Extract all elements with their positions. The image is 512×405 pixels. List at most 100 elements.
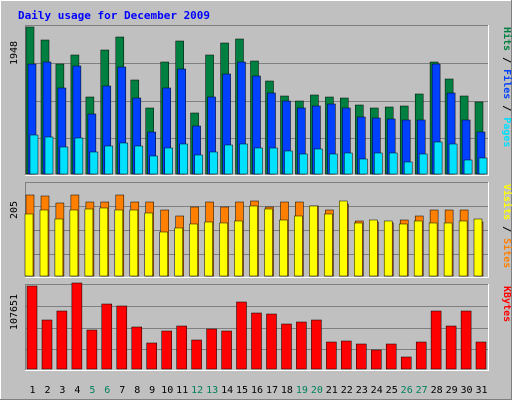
x-tick-label-10: 10 (161, 385, 173, 396)
bar-visits-23 (354, 222, 363, 277)
bar-pages-10 (164, 147, 173, 175)
x-tick-label-11: 11 (176, 385, 188, 396)
bar-visits-10 (159, 231, 168, 277)
bar-visits-25 (383, 220, 393, 277)
bar-pages-21 (329, 153, 338, 175)
bar-pages-23 (359, 158, 368, 175)
legend-item-hits: Hits (501, 27, 512, 51)
bar-pages-14 (224, 144, 233, 175)
bar-visits-9 (144, 212, 153, 277)
x-tick-label-30: 30 (460, 385, 472, 396)
x-tick-label-29: 29 (446, 385, 458, 396)
bar-kbytes-11 (176, 325, 187, 370)
bar-visits-7 (114, 209, 124, 277)
bar-visits-16 (249, 205, 258, 277)
y-max-label-bottom: 107651 (9, 294, 20, 330)
bar-pages-12 (194, 154, 203, 175)
x-tick-label-24: 24 (371, 385, 383, 396)
bar-kbytes-5 (86, 329, 98, 370)
bar-kbytes-27 (415, 341, 427, 370)
bar-kbytes-6 (101, 303, 113, 370)
bar-kbytes-17 (266, 313, 277, 370)
bar-pages-13 (209, 151, 218, 175)
y-max-label-middle: 205 (9, 201, 20, 219)
bar-pages-9 (149, 155, 158, 175)
bar-kbytes-3 (56, 310, 68, 370)
bar-pages-24 (374, 152, 383, 175)
legend-middle: Visits / Sites (501, 184, 512, 268)
bar-kbytes-10 (161, 330, 172, 370)
x-axis: 1 2 3 4 5 6 7 8 9 10 11 12 13 14 15 16 17 18 19 20 21 22 23 24 2… (29, 385, 487, 396)
x-tick-label-15: 15 (236, 385, 248, 396)
legend-item-pages: Pages (501, 117, 512, 147)
bar-kbytes-29 (445, 325, 457, 370)
bar-visits-19 (294, 215, 303, 277)
bar-pages-2 (44, 136, 54, 175)
x-tick-label-27: 27 (416, 385, 428, 396)
x-tick-label-23: 23 (356, 385, 368, 396)
bar-pages-27 (418, 153, 428, 175)
bar-visits-5 (84, 208, 94, 277)
bar-visits-28 (428, 222, 438, 277)
x-tick-label-9: 9 (149, 385, 155, 396)
x-tick-label-2: 2 (44, 385, 50, 396)
bar-pages-1 (29, 134, 39, 175)
bar-pages-17 (269, 147, 278, 175)
bar-kbytes-30 (460, 310, 472, 370)
bar-kbytes-18 (281, 323, 292, 370)
bar-kbytes-21 (326, 341, 337, 370)
x-tick-label-22: 22 (341, 385, 353, 396)
bar-visits-1 (24, 213, 34, 277)
x-tick-label-19: 19 (296, 385, 308, 396)
bar-visits-18 (279, 219, 288, 277)
bar-kbytes-4 (71, 282, 83, 370)
bar-kbytes-31 (475, 341, 487, 370)
bar-visits-4 (69, 209, 79, 277)
bar-pages-7 (119, 142, 129, 175)
panel-bottom: 107651 KBytes (9, 282, 512, 371)
x-tick-label-1: 1 (29, 385, 35, 396)
bar-pages-28 (433, 141, 443, 175)
bar-kbytes-16 (251, 312, 262, 370)
bar-visits-13 (204, 221, 213, 277)
bar-pages-25 (388, 152, 398, 175)
bar-visits-30 (458, 220, 468, 277)
chart-panels: 1948 Hits / Files / Pages 205 Visits / Site… (9, 25, 512, 371)
bar-kbytes-26 (400, 356, 412, 370)
legend-item-files: Files (501, 69, 512, 99)
panel-middle: 205 Visits / Sites (9, 182, 512, 278)
x-tick-label-28: 28 (431, 385, 443, 396)
bar-pages-19 (299, 153, 308, 175)
legend-top: Hits / Files / Pages (501, 27, 512, 147)
bar-kbytes-13 (206, 328, 217, 370)
bar-pages-29 (448, 143, 458, 175)
bar-kbytes-25 (385, 343, 397, 370)
bar-visits-26 (398, 223, 408, 277)
bar-kbytes-7 (116, 305, 128, 370)
bar-pages-6 (104, 145, 114, 175)
x-tick-label-5: 5 (89, 385, 95, 396)
bar-pages-16 (254, 147, 263, 175)
bar-visits-2 (39, 209, 49, 277)
legend-bottom: KBytes (501, 286, 512, 322)
bar-visits-27 (413, 220, 423, 277)
bar-kbytes-19 (296, 321, 307, 370)
x-tick-label-8: 8 (134, 385, 140, 396)
bar-visits-20 (309, 205, 318, 277)
y-max-label-top: 1948 (9, 41, 20, 65)
x-tick-label-21: 21 (326, 385, 338, 396)
bar-kbytes-15 (236, 301, 247, 370)
bar-visits-24 (369, 219, 378, 277)
bar-pages-31 (478, 157, 488, 175)
x-tick-label-13: 13 (206, 385, 218, 396)
legend-separator: / (501, 220, 512, 238)
bar-pages-22 (344, 152, 353, 175)
bar-visits-31 (473, 218, 483, 277)
bar-pages-3 (59, 146, 69, 175)
panel-top: 1948 Hits / Files / Pages (9, 25, 512, 176)
legend-item-kbytes: KBytes (501, 286, 512, 322)
legend-item-sites: Sites (501, 238, 512, 268)
x-tick-label-16: 16 (251, 385, 263, 396)
bar-visits-8 (129, 209, 139, 277)
